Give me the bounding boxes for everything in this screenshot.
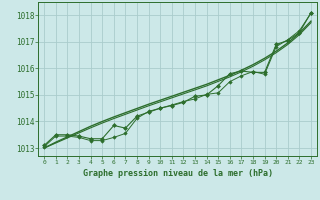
X-axis label: Graphe pression niveau de la mer (hPa): Graphe pression niveau de la mer (hPa)	[83, 169, 273, 178]
